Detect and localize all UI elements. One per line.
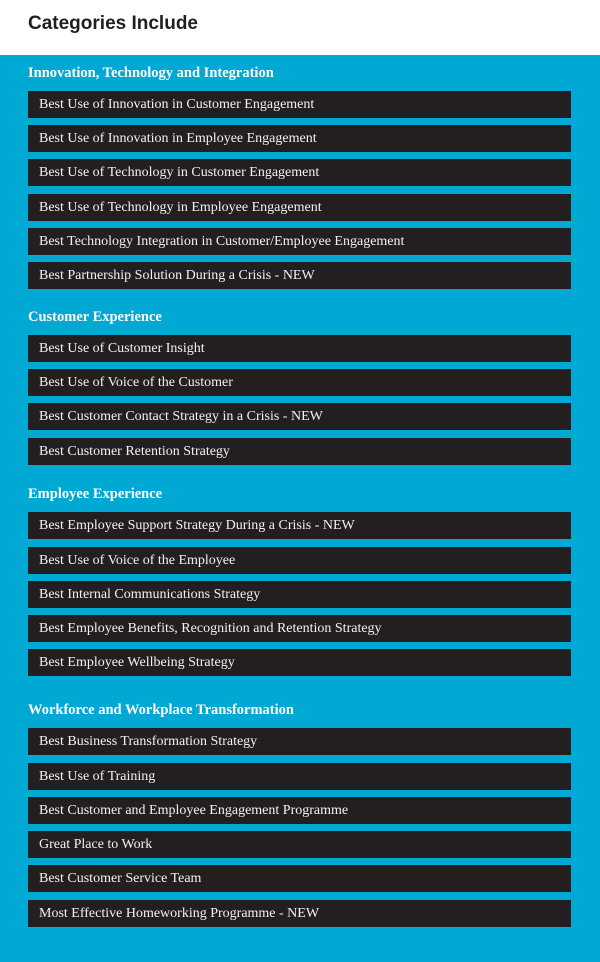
category-item: Best Customer and Employee Engagement Pr… xyxy=(28,797,571,824)
category-item: Best Employee Wellbeing Strategy xyxy=(28,649,571,676)
category-item: Best Use of Training xyxy=(28,763,571,790)
section-title-workforce-transformation: Workforce and Workplace Transformation xyxy=(28,702,294,718)
category-item: Best Employee Benefits, Recognition and … xyxy=(28,615,571,642)
category-item: Best Employee Support Strategy During a … xyxy=(28,512,571,539)
category-item: Best Customer Retention Strategy xyxy=(28,438,571,465)
category-item: Best Use of Innovation in Employee Engag… xyxy=(28,125,571,152)
header: Categories Include xyxy=(0,0,600,55)
category-item: Best Customer Service Team xyxy=(28,865,571,892)
section-title-employee-experience: Employee Experience xyxy=(28,486,163,502)
section-title-customer-experience: Customer Experience xyxy=(28,309,162,325)
category-item: Best Customer Contact Strategy in a Cris… xyxy=(28,403,571,430)
category-item: Best Use of Voice of the Customer xyxy=(28,369,571,396)
category-item: Great Place to Work xyxy=(28,831,571,858)
page-title: Categories Include xyxy=(28,13,198,34)
category-item: Best Use of Customer Insight xyxy=(28,335,571,362)
category-item: Best Use of Technology in Customer Engag… xyxy=(28,159,571,186)
category-item: Best Use of Innovation in Customer Engag… xyxy=(28,91,571,118)
category-item: Best Technology Integration in Customer/… xyxy=(28,228,571,255)
categories-panel: Innovation, Technology and Integration B… xyxy=(0,55,600,962)
category-item: Best Use of Technology in Employee Engag… xyxy=(28,194,571,221)
category-item: Best Internal Communications Strategy xyxy=(28,581,571,608)
section-title-innovation: Innovation, Technology and Integration xyxy=(28,65,274,81)
category-item: Most Effective Homeworking Programme - N… xyxy=(28,900,571,927)
category-item: Best Use of Voice of the Employee xyxy=(28,547,571,574)
category-item: Best Business Transformation Strategy xyxy=(28,728,571,755)
category-item: Best Partnership Solution During a Crisi… xyxy=(28,262,571,289)
